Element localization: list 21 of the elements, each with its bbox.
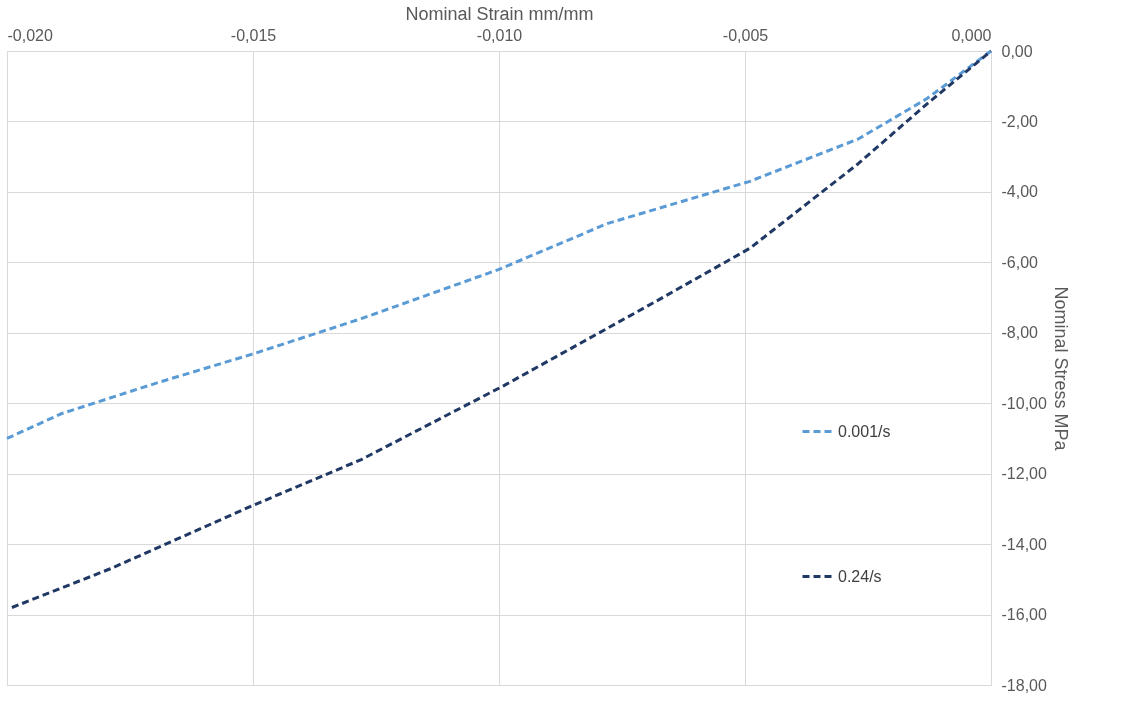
y-tick-label: -14,00 <box>1001 535 1047 553</box>
line-series <box>5 49 993 440</box>
x-tick-label: -0,020 <box>7 26 53 44</box>
x-tick-label: -0,015 <box>230 26 277 44</box>
x-tick-label: 0,000 <box>951 26 992 44</box>
legend-label: 0.24/s <box>838 567 882 585</box>
y-tick-label: -8,00 <box>1001 324 1039 342</box>
y-tick-label: -16,00 <box>1001 606 1047 624</box>
y-tick-label: -4,00 <box>1001 183 1039 201</box>
y-tick-label: -12,00 <box>1001 465 1047 483</box>
y-tick-label: -6,00 <box>1001 253 1039 271</box>
y-tick-label: 0,00 <box>1001 42 1033 60</box>
x-axis-title: Nominal Strain mm/mm <box>405 3 594 24</box>
x-tick-label: -0,010 <box>476 26 523 44</box>
legend-label: 0.001/s <box>838 422 891 440</box>
y-tick-label: -10,00 <box>1001 394 1047 412</box>
x-tick-label: -0,005 <box>722 26 769 44</box>
y-axis-title: Nominal Stress MPa <box>1050 286 1071 452</box>
y-tick-label: -2,00 <box>1001 112 1039 130</box>
line-series <box>10 49 993 610</box>
y-tick-label: -18,00 <box>1001 676 1047 694</box>
